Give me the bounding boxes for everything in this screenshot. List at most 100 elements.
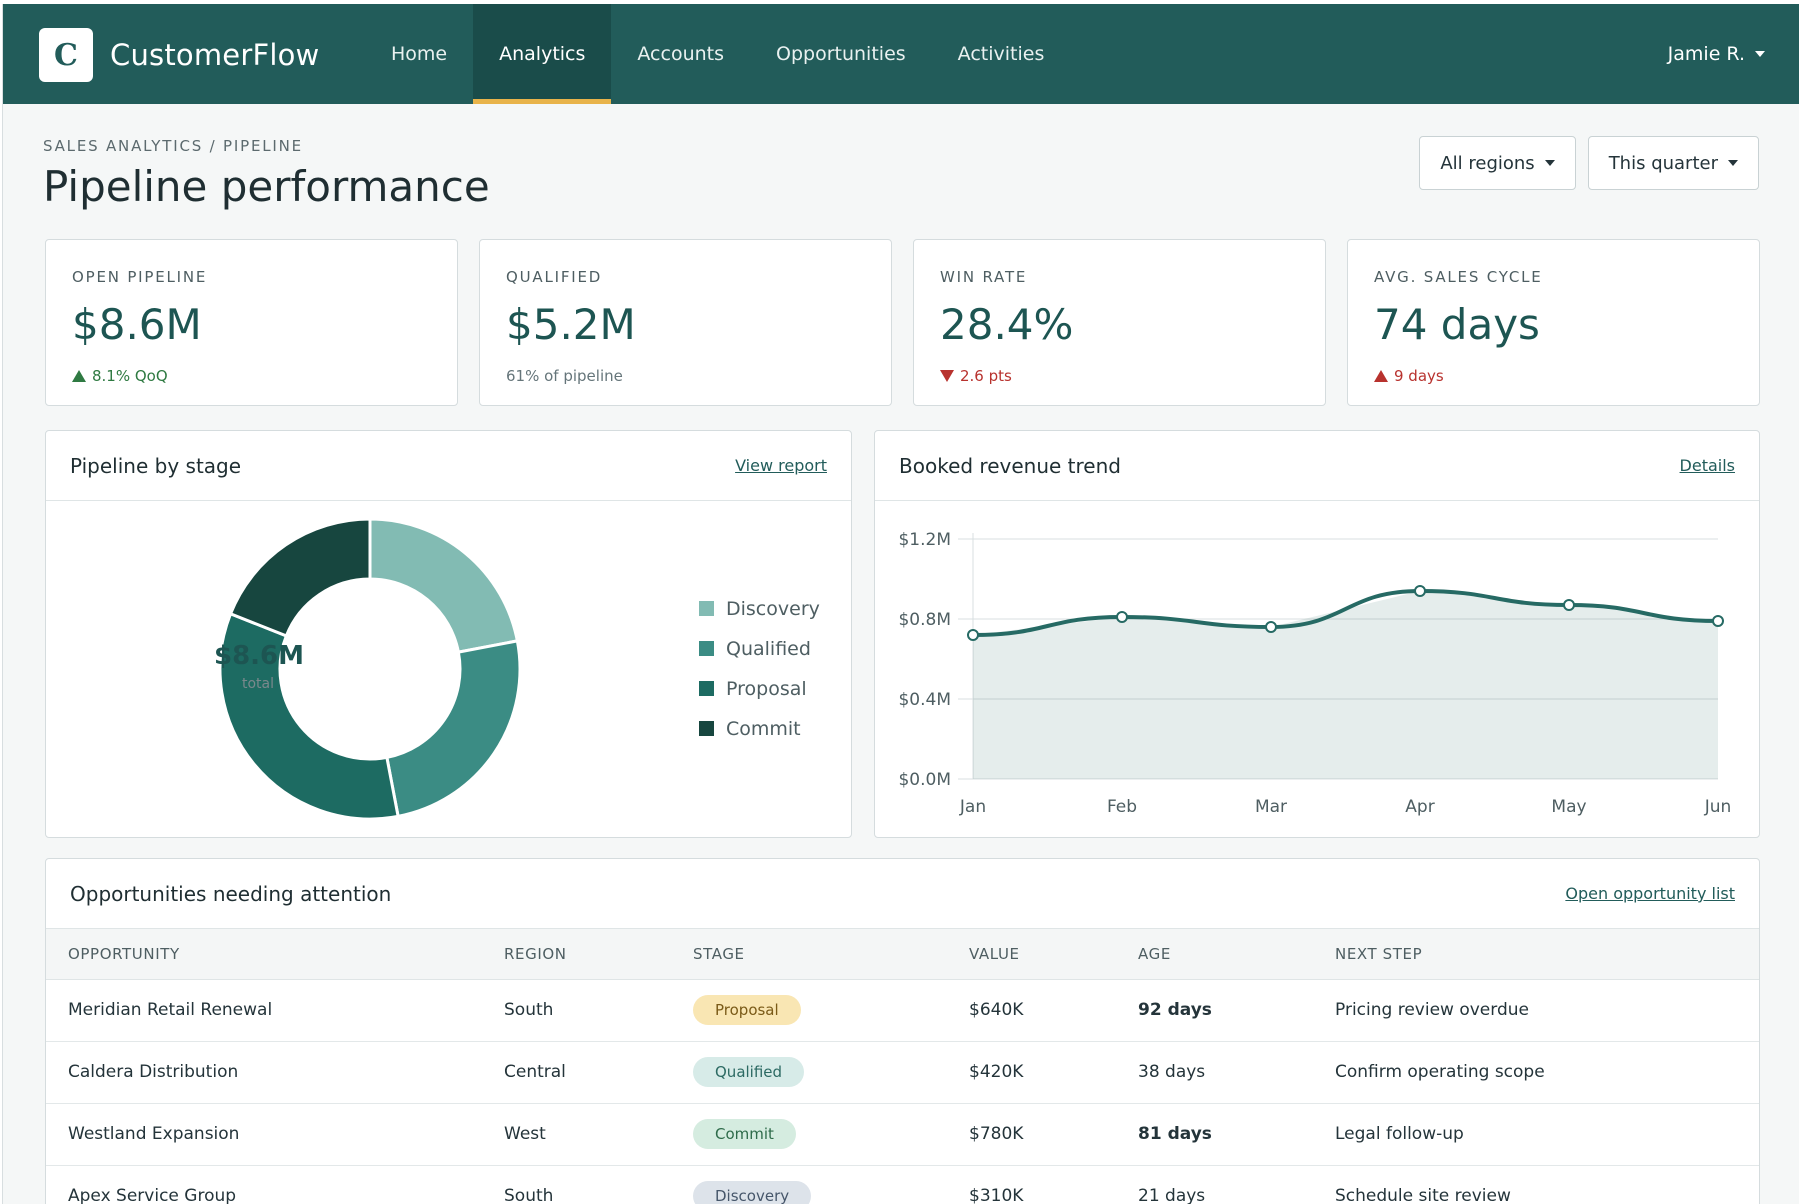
donut-slice-qualified[interactable] [385,639,522,819]
table-row[interactable]: Meridian Retail Renewal South Proposal $… [46,979,1759,1042]
y-tick-label: $0.0M [898,770,951,790]
view-report-link[interactable]: View report [735,456,827,475]
kpi-card-open-pipeline: OPEN PIPELINE $8.6M 8.1% QoQ [45,239,458,406]
panel-title: Booked revenue trend [899,453,1121,478]
trend-up-icon [72,370,86,382]
stage-cell: Qualified [671,1041,947,1104]
donut-slice-discovery[interactable] [368,517,520,654]
user-menu[interactable]: Jamie R. [1668,4,1765,104]
legend-label: Proposal [726,678,807,700]
kpi-delta: 2.6 pts [940,367,1299,385]
app-name: CustomerFlow [110,38,320,72]
age-cell: 38 days [1116,1041,1313,1104]
nav-activities[interactable]: Activities [957,43,1045,65]
table-row[interactable]: Caldera Distribution Central Qualified $… [46,1041,1759,1104]
page-title: Pipeline performance [43,162,490,211]
legend-swatch [699,681,714,696]
age-cell: 21 days [1116,1165,1313,1204]
nav-analytics[interactable]: Analytics [473,4,612,104]
stage-badge: Discovery [693,1181,812,1204]
table-row[interactable]: Apex Service Group South Discovery $310K… [46,1165,1759,1204]
kpi-value: $5.2M [506,300,636,349]
data-point[interactable] [1265,621,1277,633]
panel-header: Pipeline by stage View report [46,431,851,501]
chevron-down-icon [1728,160,1738,166]
column-header[interactable]: VALUE [947,929,1116,980]
column-header[interactable]: STAGE [671,929,947,980]
nav-home[interactable]: Home [391,43,448,65]
age-cell: 81 days [1116,1103,1313,1166]
opportunities-panel: Opportunities needing attention Open opp… [45,858,1760,1204]
column-header[interactable]: OPPORTUNITY [46,929,482,980]
opportunity-cell[interactable]: Caldera Distribution [46,1041,482,1104]
legend-swatch [699,601,714,616]
opportunity-cell[interactable]: Apex Service Group [46,1165,482,1204]
data-point[interactable] [1712,615,1724,627]
column-header[interactable]: AGE [1116,929,1313,980]
opportunity-cell[interactable]: Westland Expansion [46,1103,482,1166]
breadcrumb: SALES ANALYTICS / PIPELINE [43,137,303,155]
data-point[interactable] [1414,585,1426,597]
legend-swatch [699,721,714,736]
column-header[interactable]: NEXT STEP [1313,929,1759,980]
top-navbar: C CustomerFlow Home Analytics Accounts O… [3,4,1799,104]
y-tick-label: $0.4M [898,690,951,710]
details-link[interactable]: Details [1679,456,1735,475]
data-point[interactable] [1116,611,1128,623]
opportunity-cell[interactable]: Meridian Retail Renewal [46,979,482,1042]
next-step-cell: Confirm operating scope [1313,1041,1759,1104]
column-header[interactable]: REGION [482,929,671,980]
nav-accounts[interactable]: Accounts [637,43,725,65]
legend-label: Discovery [726,598,820,620]
value-cell: $780K [947,1103,1116,1166]
donut-slice-commit[interactable] [228,517,372,638]
kpi-delta: 8.1% QoQ [72,367,431,385]
data-point[interactable] [967,629,979,641]
next-step-cell: Legal follow-up [1313,1103,1759,1166]
revenue-line [972,588,1719,637]
region-cell: Central [482,1041,671,1104]
open-opportunity-list-link[interactable]: Open opportunity list [1565,884,1735,903]
revenue-area [973,591,1718,779]
kpi-delta-text: 8.1% QoQ [92,367,168,385]
period-filter-button[interactable]: This quarter [1587,136,1759,190]
stage-badge: Qualified [693,1057,805,1087]
kpi-card-win-rate: WIN RATE 28.4% 2.6 pts [913,239,1326,406]
y-tick-label: $0.8M [898,610,951,630]
table-row[interactable]: Westland Expansion West Commit $780K 81 … [46,1103,1759,1166]
opportunities-table: OPPORTUNITY REGION STAGE VALUE AGE NEXT … [46,929,1759,1204]
kpi-label: QUALIFIED [506,268,603,286]
age-cell: 92 days [1116,979,1313,1042]
data-point[interactable] [1563,599,1575,611]
chevron-down-icon [1544,160,1555,166]
x-tick-label: Jan [959,797,986,817]
logo-icon: C [39,28,93,82]
app-window: C CustomerFlow Home Analytics Accounts O… [2,4,1799,1204]
legend-swatch [699,641,714,656]
filter-bar: All regions This quarter [1419,136,1759,190]
value-cell: $310K [947,1165,1116,1204]
kpi-value: 74 days [1374,300,1540,349]
x-tick-label: Mar [1255,797,1287,817]
region-cell: West [482,1103,671,1166]
kpi-label: OPEN PIPELINE [72,268,208,286]
x-tick-label: Jun [1704,797,1732,817]
brand[interactable]: C CustomerFlow [39,28,319,82]
panel-header: Opportunities needing attention Open opp… [46,859,1759,929]
kpi-delta-text: 2.6 pts [960,367,1012,385]
nav-opportunities[interactable]: Opportunities [776,43,906,65]
kpi-delta-text: 9 days [1394,367,1444,385]
stage-badge: Proposal [693,995,801,1025]
panel-title: Pipeline by stage [70,453,242,478]
donut-chart: $8.6M total Discovery Qualified Proposal Co… [214,517,820,821]
kpi-delta: 61% of pipeline [506,367,865,385]
region-cell: South [482,979,671,1042]
x-tick-label: May [1551,797,1586,817]
kpi-delta: 9 days [1374,367,1733,385]
donut-slice-proposal[interactable] [218,611,400,821]
kpi-label: WIN RATE [940,268,1028,286]
region-filter-button[interactable]: All regions [1419,136,1576,190]
kpi-card-qualified: QUALIFIED $5.2M 61% of pipeline [479,239,892,406]
kpi-card-sales-cycle: AVG. SALES CYCLE 74 days 9 days [1347,239,1760,406]
next-step-cell: Pricing review overdue [1313,979,1759,1042]
